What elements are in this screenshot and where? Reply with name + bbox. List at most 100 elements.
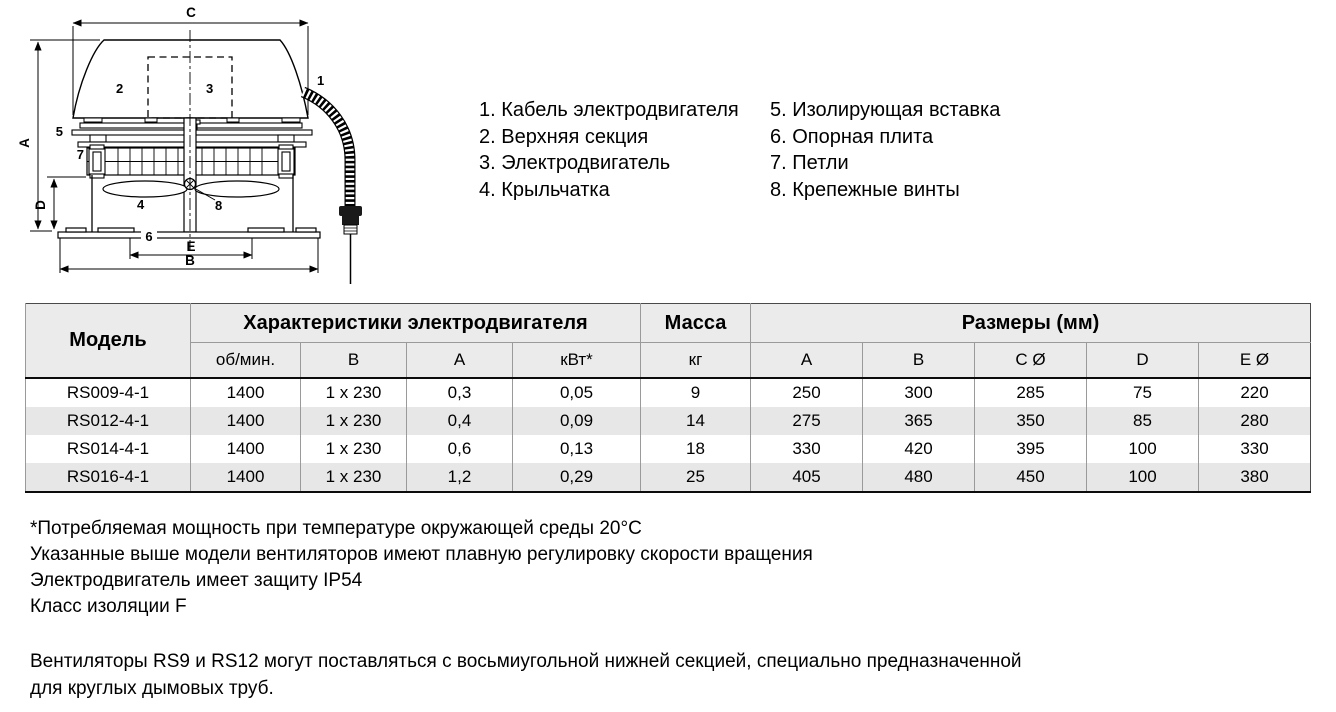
cell: 405	[750, 463, 863, 492]
cell: 1 x 230	[300, 378, 407, 407]
part8-leader	[193, 187, 216, 201]
cell: 480	[862, 463, 975, 492]
legend-column-left: 1. Кабель электродвигателя 2. Верхняя се…	[479, 97, 739, 203]
note-line: Класс изоляции F	[30, 596, 187, 617]
notes-block: *Потребляемая мощность при температуре о…	[30, 516, 813, 620]
cell: 9	[640, 378, 751, 407]
cell: 300	[862, 378, 975, 407]
cell: 0,05	[512, 378, 641, 407]
note-line: *Потребляемая мощность при температуре о…	[30, 518, 642, 539]
footer-line: для круглых дымовых труб.	[30, 678, 274, 699]
cell: 0,4	[406, 407, 513, 435]
cell: 280	[1197, 407, 1311, 435]
cell: 395	[974, 435, 1087, 463]
dimension-b	[59, 238, 319, 273]
fan-technical-drawing: C A D E B 1 2 3 4 5 6 7 8	[17, 5, 362, 284]
cell: 18	[640, 435, 751, 463]
header-mass-group: Масса	[640, 303, 751, 343]
callout-8: 8	[215, 198, 222, 213]
table-row: RS009-4-1 1400 1 x 230 0,3 0,05 9 250 30…	[25, 378, 1311, 407]
callout-2: 2	[116, 81, 123, 96]
cell: 220	[1197, 378, 1311, 407]
cell: 365	[862, 407, 975, 435]
header-kw: кВт*	[512, 342, 641, 379]
header-dim-e: E Ø	[1197, 342, 1311, 379]
dimension-e	[129, 238, 253, 259]
cell: 1 x 230	[300, 407, 407, 435]
footer-line: Вентиляторы RS9 и RS12 могут поставлятьс…	[30, 651, 1022, 672]
cell-model: RS014-4-1	[25, 435, 191, 463]
legend-column-right: 5. Изолирующая вставка 6. Опорная плита …	[770, 97, 1000, 203]
table-header-groups: Модель Характеристики электродвигателя М…	[25, 303, 1311, 379]
dim-label-a: A	[17, 138, 32, 148]
cell: 0,09	[512, 407, 641, 435]
legend-item: 4. Крыльчатка	[479, 178, 610, 201]
cell: 330	[750, 435, 863, 463]
cell: 0,6	[406, 435, 513, 463]
dim-label-d: D	[33, 200, 48, 210]
legend-item: 1. Кабель электродвигателя	[479, 99, 739, 121]
dim-label-b: B	[185, 253, 195, 268]
cell: 100	[1086, 463, 1199, 492]
cell: 330	[1197, 435, 1311, 463]
callout-1: 1	[317, 73, 324, 88]
cell-model: RS012-4-1	[25, 407, 191, 435]
legend-item: 5. Изолирующая вставка	[770, 99, 1001, 121]
legend-item: 3. Электродвигатель	[479, 152, 671, 174]
cell: 25	[640, 463, 751, 492]
footer-note-block: Вентиляторы RS9 и RS12 могут поставлятьс…	[30, 648, 1022, 702]
dim-label-c: C	[186, 5, 196, 20]
lower-drum	[91, 175, 294, 232]
header-amp: А	[406, 342, 513, 379]
cell: 350	[974, 407, 1087, 435]
cell: 285	[974, 378, 1087, 407]
cell: 0,3	[406, 378, 513, 407]
header-volt: В	[300, 342, 407, 379]
motor-cable	[300, 86, 362, 284]
header-dim-b: B	[862, 342, 975, 379]
cell: 1 x 230	[300, 435, 407, 463]
cap-tabs	[83, 117, 301, 123]
table-row: RS016-4-1 1400 1 x 230 1,2 0,29 25 405 4…	[25, 463, 1311, 492]
header-dim-a: A	[750, 342, 863, 379]
dim-label-e: E	[186, 239, 195, 254]
cell: 450	[974, 463, 1087, 492]
header-dim-d: D	[1086, 342, 1199, 379]
spec-table: Модель Характеристики электродвигателя М…	[25, 303, 1312, 493]
cell: 380	[1197, 463, 1311, 492]
cell-model: RS009-4-1	[25, 378, 191, 407]
cell: 1 x 230	[300, 463, 407, 492]
callout-6: 6	[145, 229, 152, 244]
cell: 0,13	[512, 435, 641, 463]
cell: 100	[1086, 435, 1199, 463]
cell: 1400	[190, 407, 301, 435]
legend-item: 2. Верхняя секция	[479, 125, 649, 148]
legend-item: 7. Петли	[770, 152, 849, 174]
callout-3: 3	[206, 81, 213, 96]
cell: 250	[750, 378, 863, 407]
legend-item: 6. Опорная плита	[770, 125, 934, 148]
cell: 420	[862, 435, 975, 463]
callout-4: 4	[137, 197, 145, 212]
header-rpm: об/мин.	[190, 342, 301, 379]
cell: 275	[750, 407, 863, 435]
cell: 75	[1086, 378, 1199, 407]
top-section-shape	[72, 39, 309, 119]
cell: 0,29	[512, 463, 641, 492]
table-row: RS014-4-1 1400 1 x 230 0,6 0,13 18 330 4…	[25, 435, 1311, 463]
cell: 1400	[190, 378, 301, 407]
legend-item: 8. Крепежные винты	[770, 178, 960, 201]
cell: 85	[1086, 407, 1199, 435]
cell-model: RS016-4-1	[25, 463, 191, 492]
callout-5: 5	[56, 124, 63, 139]
note-line: Электродвигатель имеет защиту IP54	[30, 570, 363, 591]
table-row: RS012-4-1 1400 1 x 230 0,4 0,09 14 275 3…	[25, 407, 1311, 435]
dimension-d	[47, 176, 86, 230]
cell: 1,2	[406, 463, 513, 492]
callout-7: 7	[77, 147, 84, 162]
table-header-subrow: об/мин. В А кВт* кг A B C Ø D E Ø	[26, 342, 1311, 379]
dimension-a	[30, 39, 100, 232]
header-dim-c: C Ø	[974, 342, 1087, 379]
cell: 1400	[190, 463, 301, 492]
